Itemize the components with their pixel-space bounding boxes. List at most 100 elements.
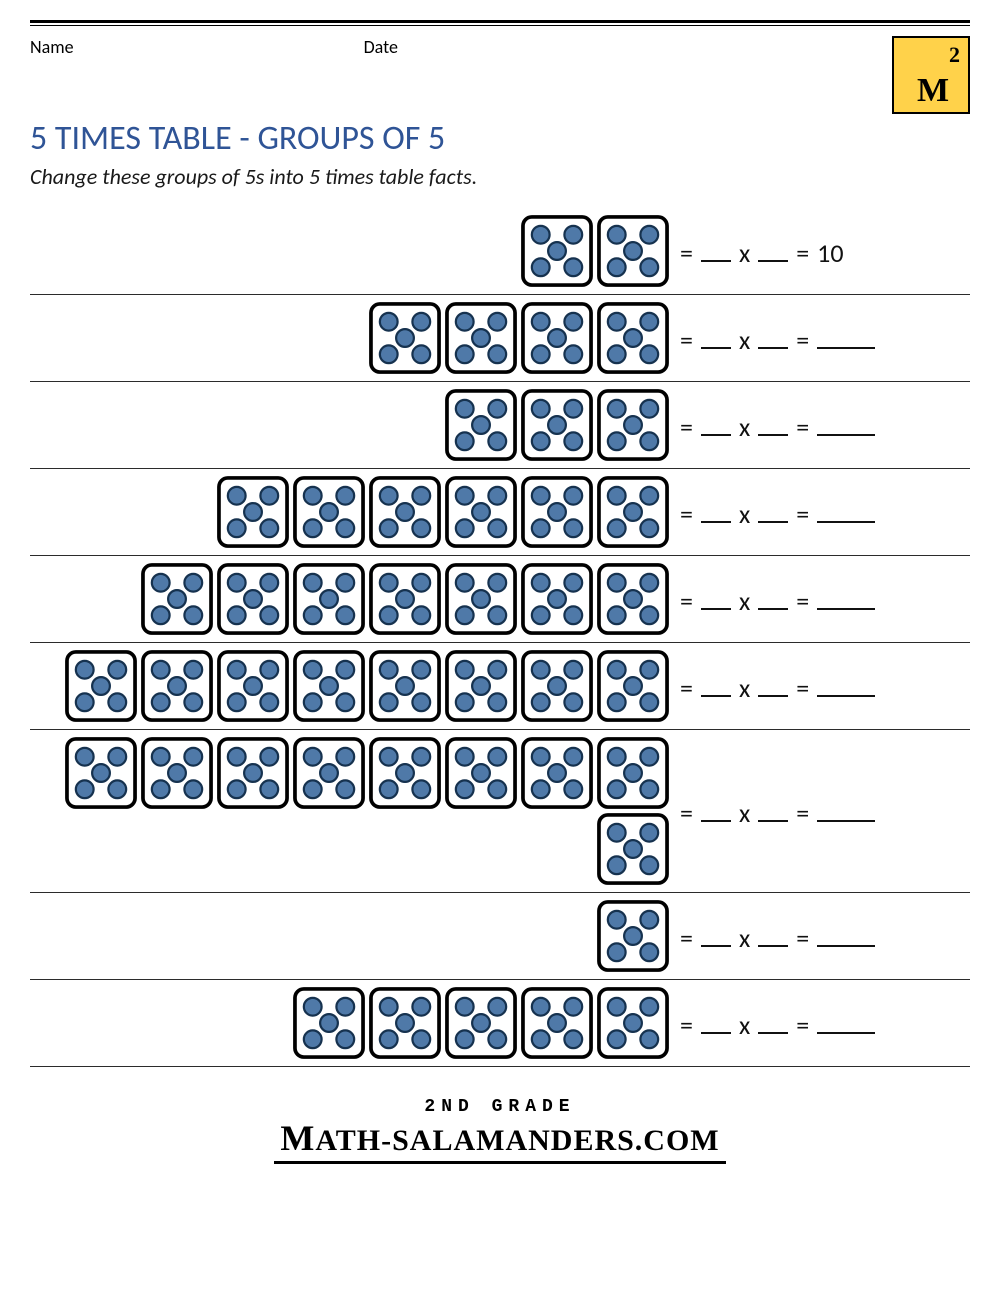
- factor-blank: [701, 320, 731, 349]
- date-label: Date: [364, 36, 398, 58]
- footer-grade: 2ND GRADE: [30, 1097, 970, 1117]
- answer-blank: [817, 668, 875, 697]
- equals-sign: =: [796, 922, 809, 954]
- times-sign: x: [739, 498, 750, 530]
- dice-five-icon: [520, 301, 594, 375]
- dice-strip: [30, 301, 670, 375]
- top-rule: [30, 20, 970, 26]
- dice-five-icon: [216, 736, 290, 810]
- worksheet-subtitle: Change these groups of 5s into 5 times t…: [30, 163, 970, 190]
- dice-five-icon: [292, 986, 366, 1060]
- equals-sign: =: [680, 672, 693, 704]
- dice-strip: [30, 986, 670, 1060]
- answer-blank: [817, 1005, 875, 1034]
- equals-sign: =: [796, 237, 809, 269]
- dice-five-icon: [292, 736, 366, 810]
- equals-sign: =: [796, 672, 809, 704]
- dice-five-icon: [292, 649, 366, 723]
- dice-five-icon: [368, 649, 442, 723]
- times-sign: x: [739, 585, 750, 617]
- logo-m-icon: M: [917, 72, 945, 110]
- dice-strip: [30, 388, 670, 462]
- equals-sign: =: [680, 498, 693, 530]
- factor-blank: [701, 793, 731, 822]
- factor-blank: [701, 407, 731, 436]
- dice-five-icon: [368, 301, 442, 375]
- dice-five-icon: [368, 736, 442, 810]
- answer-blank: [817, 918, 875, 947]
- problems-list: =x=10 =x= =x= =x=: [30, 208, 970, 1067]
- dice-strip: [30, 736, 670, 886]
- problem-row: =x=: [30, 556, 970, 643]
- dice-five-icon: [368, 475, 442, 549]
- dice-five-icon: [444, 986, 518, 1060]
- dice-five-icon: [444, 736, 518, 810]
- equation: =x=10: [670, 233, 970, 269]
- dice-five-icon: [292, 562, 366, 636]
- factor-blank: [758, 1005, 788, 1034]
- equals-sign: =: [796, 411, 809, 443]
- dice-strip: [30, 899, 670, 973]
- dice-strip: [30, 649, 670, 723]
- problem-row: = x =: [30, 469, 970, 556]
- dice-five-icon: [596, 301, 670, 375]
- factor-blank: [701, 494, 731, 523]
- dice-five-icon: [216, 562, 290, 636]
- dice-five-icon: [368, 986, 442, 1060]
- dice-five-icon: [368, 562, 442, 636]
- problem-row: =x=: [30, 730, 970, 893]
- equals-sign: =: [796, 1009, 809, 1041]
- dice-five-icon: [140, 649, 214, 723]
- equation: = x =: [670, 494, 970, 530]
- dice-five-icon: [140, 736, 214, 810]
- answer-blank: [817, 494, 875, 523]
- grade-logo: 2 M: [892, 36, 970, 114]
- equation: =x=: [670, 581, 970, 617]
- equals-sign: =: [796, 324, 809, 356]
- dice-five-icon: [596, 736, 670, 810]
- equals-sign: =: [680, 324, 693, 356]
- dice-five-icon: [140, 562, 214, 636]
- equation: =x=: [670, 407, 970, 443]
- dice-five-icon: [444, 475, 518, 549]
- problem-row: =x=: [30, 382, 970, 469]
- times-sign: x: [739, 922, 750, 954]
- problem-row: =x=: [30, 980, 970, 1067]
- dice-five-icon: [596, 388, 670, 462]
- dice-five-icon: [444, 562, 518, 636]
- equals-sign: =: [796, 498, 809, 530]
- times-sign: x: [739, 797, 750, 829]
- dice-five-icon: [596, 214, 670, 288]
- dice-five-icon: [64, 736, 138, 810]
- equation: =x=: [670, 793, 970, 829]
- times-sign: x: [739, 237, 750, 269]
- header-row: Name Date 2 M: [30, 36, 970, 114]
- footer-brand: MATH-SALAMANDERS.COM: [274, 1117, 725, 1164]
- dice-strip: [30, 475, 670, 549]
- equation: = x =: [670, 320, 970, 356]
- times-sign: x: [739, 324, 750, 356]
- factor-blank: [758, 320, 788, 349]
- dice-five-icon: [596, 899, 670, 973]
- dice-strip: [30, 214, 670, 288]
- equals-sign: =: [680, 237, 693, 269]
- dice-five-icon: [520, 736, 594, 810]
- dice-five-icon: [596, 986, 670, 1060]
- dice-five-icon: [520, 986, 594, 1060]
- answer-blank: [817, 793, 875, 822]
- factor-blank: [758, 793, 788, 822]
- factor-blank: [758, 233, 788, 262]
- answer-blank: [817, 320, 875, 349]
- problem-row: =x=: [30, 893, 970, 980]
- factor-blank: [701, 1005, 731, 1034]
- dice-five-icon: [596, 812, 670, 886]
- dice-five-icon: [520, 214, 594, 288]
- dice-five-icon: [444, 301, 518, 375]
- dice-five-icon: [596, 649, 670, 723]
- logo-grade-number: 2: [949, 42, 960, 68]
- equation: =x=: [670, 668, 970, 704]
- equals-sign: =: [680, 411, 693, 443]
- dice-five-icon: [216, 475, 290, 549]
- dice-five-icon: [444, 649, 518, 723]
- footer: 2ND GRADE MATH-SALAMANDERS.COM: [30, 1097, 970, 1164]
